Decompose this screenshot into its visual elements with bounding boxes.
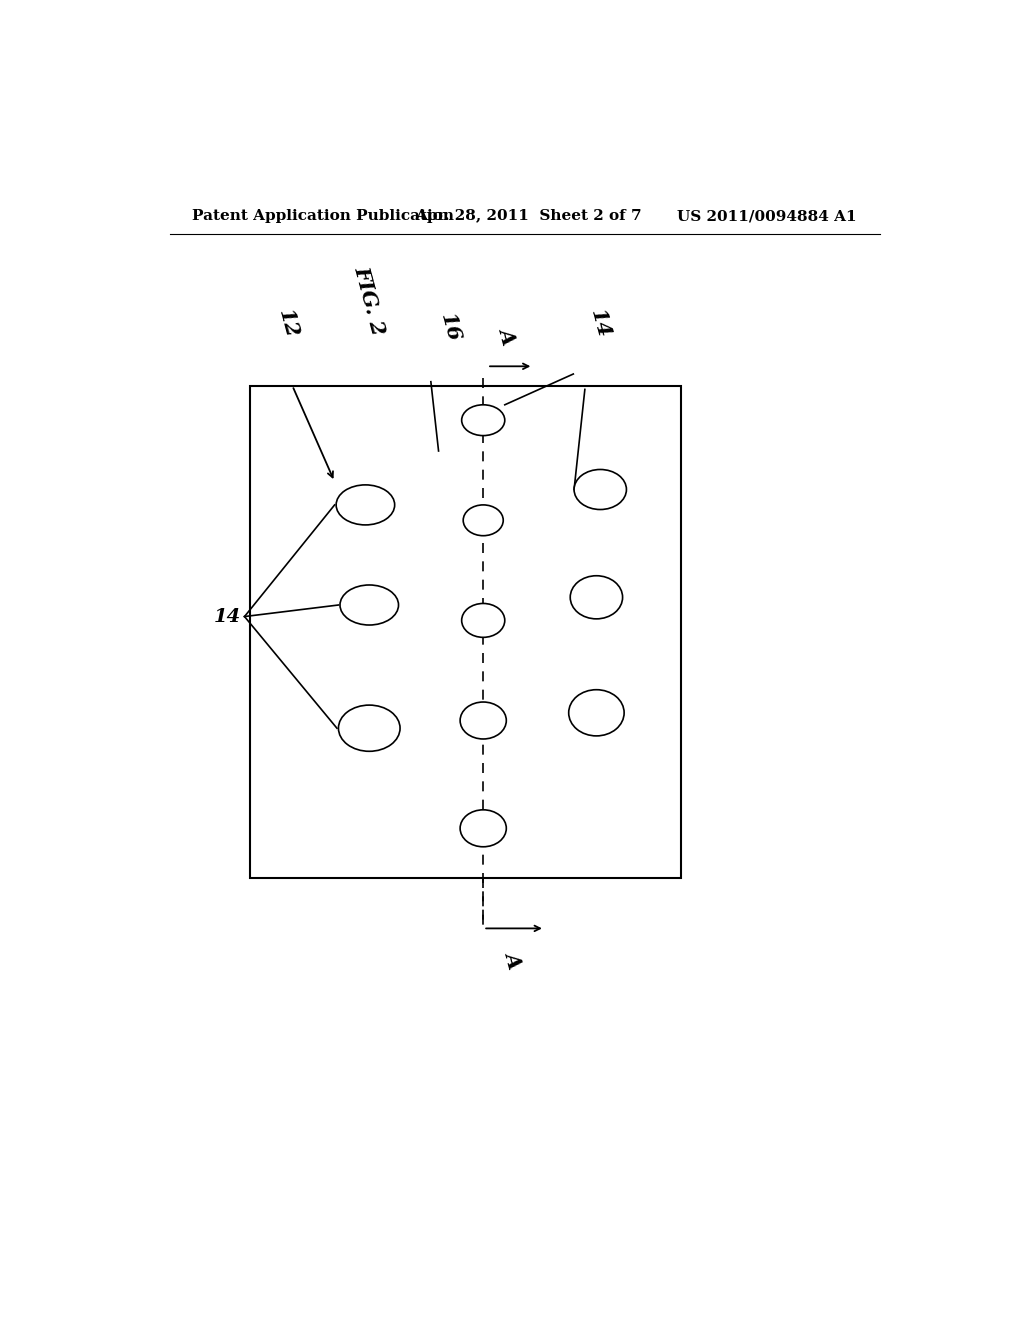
Ellipse shape bbox=[574, 470, 627, 510]
Text: A: A bbox=[502, 949, 525, 970]
Bar bbox=[250, 385, 681, 878]
Text: 14: 14 bbox=[587, 308, 613, 341]
Ellipse shape bbox=[460, 702, 506, 739]
Text: FIG. 2: FIG. 2 bbox=[350, 264, 388, 338]
Text: 14: 14 bbox=[213, 607, 241, 626]
Text: A: A bbox=[496, 325, 519, 346]
Ellipse shape bbox=[336, 484, 394, 525]
Text: 16: 16 bbox=[436, 312, 464, 345]
Text: Apr. 28, 2011  Sheet 2 of 7: Apr. 28, 2011 Sheet 2 of 7 bbox=[416, 209, 642, 223]
Text: US 2011/0094884 A1: US 2011/0094884 A1 bbox=[677, 209, 857, 223]
Text: Patent Application Publication: Patent Application Publication bbox=[193, 209, 455, 223]
Text: 12: 12 bbox=[275, 308, 302, 341]
Ellipse shape bbox=[570, 576, 623, 619]
Ellipse shape bbox=[460, 809, 506, 847]
Ellipse shape bbox=[568, 689, 625, 737]
Ellipse shape bbox=[462, 603, 505, 638]
Ellipse shape bbox=[340, 585, 398, 626]
Ellipse shape bbox=[339, 705, 400, 751]
Ellipse shape bbox=[463, 506, 503, 536]
Ellipse shape bbox=[462, 405, 505, 436]
